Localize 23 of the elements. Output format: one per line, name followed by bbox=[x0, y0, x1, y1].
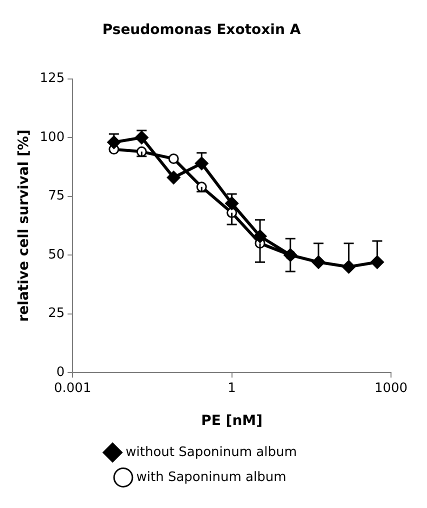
point bbox=[342, 260, 356, 274]
y-tick-label: 100 bbox=[40, 130, 65, 145]
x-tick-label: 0.001 bbox=[54, 380, 92, 396]
x-tick-label: 1 bbox=[228, 380, 236, 396]
x-axis-title: PE [nM] bbox=[201, 413, 263, 430]
y-tick-label: 125 bbox=[40, 71, 65, 86]
legend-label: with Saponinum album bbox=[136, 470, 286, 485]
point bbox=[166, 170, 180, 184]
y-tick-label: 75 bbox=[48, 188, 65, 204]
point bbox=[253, 230, 267, 244]
point bbox=[225, 196, 239, 210]
point bbox=[194, 156, 208, 170]
x-tick-label: 1000 bbox=[374, 380, 408, 396]
point bbox=[168, 153, 179, 164]
point bbox=[312, 255, 326, 269]
y-tick-label: 25 bbox=[48, 306, 65, 322]
y-tick-label: 50 bbox=[48, 247, 65, 262]
y-axis-title: relative cell survival [%] bbox=[16, 130, 32, 322]
point bbox=[107, 136, 121, 150]
chart-title: Pseudomonas Exotoxin A bbox=[102, 22, 301, 38]
y-tick-label: 0 bbox=[56, 364, 65, 380]
legend-label: without Saponinum album bbox=[126, 444, 297, 460]
point bbox=[370, 255, 384, 269]
